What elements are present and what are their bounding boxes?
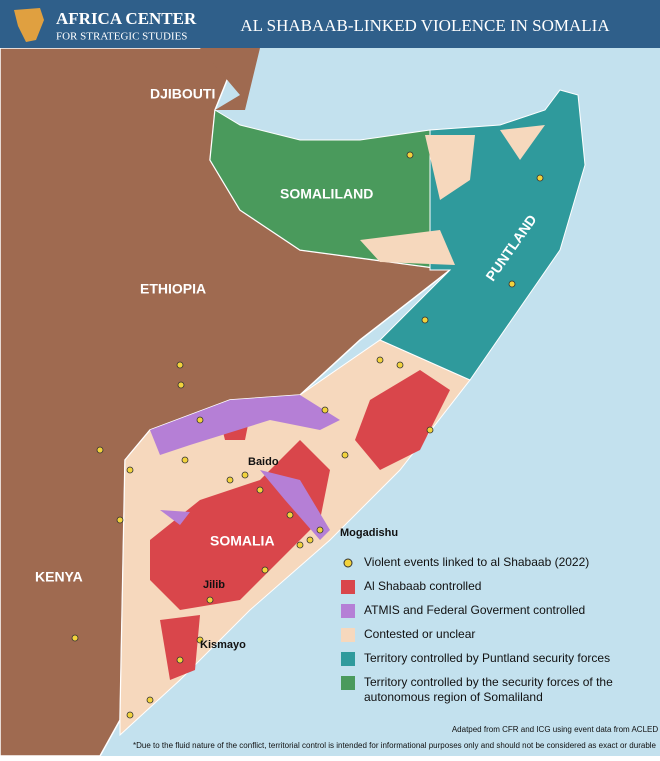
legend-label: Territory controlled by Puntland securit… [364, 651, 610, 665]
org-subname: FOR STRATEGIC STUDIES [56, 31, 187, 43]
legend-label-line: autonomous region of Somaliland [364, 690, 543, 704]
djibouti [200, 48, 260, 110]
country-label: SOMALILAND [280, 186, 373, 202]
legend-label: Al Shabaab controlled [364, 579, 481, 593]
legend-label: ATMIS and Federal Goverment controlled [364, 603, 585, 617]
legend: Violent events linked to al Shabaab (202… [341, 555, 613, 704]
legend-label: Contested or unclear [364, 627, 475, 641]
legend-label: Violent events linked to al Shabaab (202… [364, 555, 589, 569]
title: AL SHABAAB-LINKED VIOLENCE IN SOMALIA [240, 16, 610, 35]
puntland [379, 89, 586, 381]
org-name: AFRICA CENTER [56, 9, 197, 28]
country-label: ETHIOPIA [140, 281, 206, 297]
legend-swatch [341, 652, 355, 666]
country-label: KENYA [35, 569, 83, 585]
city-label: Jilib [203, 579, 225, 591]
federal-area [150, 395, 340, 540]
legend-swatch [341, 676, 355, 690]
shabaab-area [355, 370, 450, 470]
city-label: Baido [248, 456, 279, 468]
contested-north [360, 125, 545, 265]
city-label: Kismayo [200, 639, 246, 651]
header-bar [0, 0, 660, 48]
disclaimer: *Due to the fluid nature of the conflict… [133, 741, 657, 750]
shabaab-area [160, 415, 250, 680]
legend-swatch [341, 580, 355, 594]
logo [14, 8, 44, 42]
event-dots [71, 151, 544, 719]
legend-label-line: Territory controlled by the security for… [364, 675, 613, 689]
country-label: DJIBOUTI [150, 86, 215, 102]
city-label: Mogadishu [340, 527, 398, 539]
country-label: SOMALIA [210, 533, 275, 549]
legend-swatch [341, 628, 355, 642]
legend-swatch [341, 604, 355, 618]
legend-label: Territory controlled by the security for… [364, 675, 613, 704]
source: Adatped from CFR and ICG using event dat… [452, 725, 659, 734]
legend-swatch [343, 558, 353, 568]
